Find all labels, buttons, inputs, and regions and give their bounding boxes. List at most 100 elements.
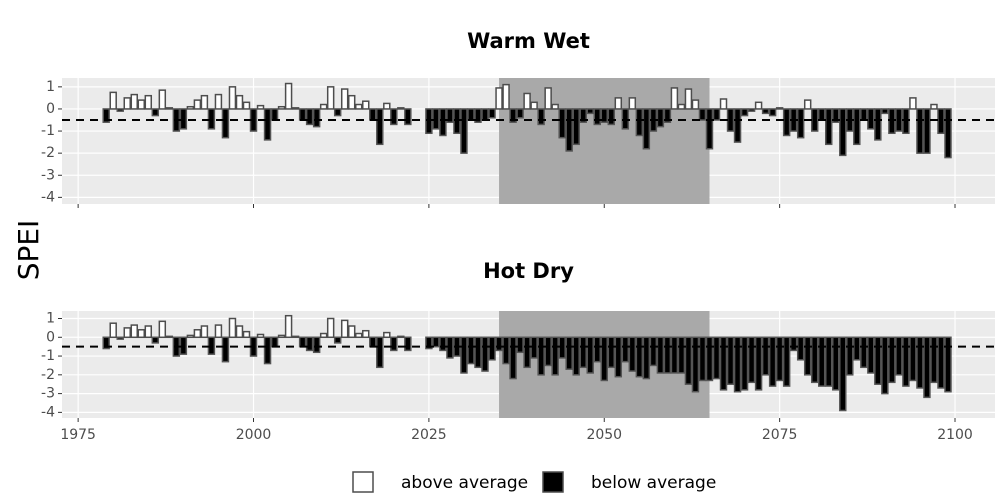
bar	[214, 93, 223, 110]
bar	[937, 336, 945, 389]
x-tick-label: 2100	[937, 427, 973, 443]
bar	[425, 336, 433, 350]
bar	[530, 336, 538, 359]
bar	[600, 108, 608, 123]
bar	[817, 108, 826, 121]
panel-title: Hot Dry	[483, 259, 574, 283]
bar	[158, 320, 167, 339]
bar	[530, 101, 538, 110]
bar	[572, 336, 580, 376]
y-tick-label: -1	[41, 123, 55, 139]
bar	[916, 108, 924, 154]
bar	[355, 103, 363, 110]
bar	[719, 336, 728, 391]
bar	[810, 108, 819, 132]
bar	[165, 107, 174, 110]
y-tick-label: 1	[46, 311, 55, 327]
bar	[376, 336, 384, 369]
bar	[670, 87, 679, 110]
bar	[895, 108, 903, 132]
bar	[656, 108, 665, 128]
bar	[916, 336, 924, 389]
bar	[867, 336, 875, 374]
bar	[551, 336, 559, 376]
legend-label: below average	[591, 473, 716, 493]
bar	[376, 108, 384, 146]
bar	[635, 108, 644, 137]
x-tick-label: 2050	[586, 427, 622, 443]
bar	[263, 336, 272, 365]
bar	[782, 336, 791, 387]
bar	[853, 336, 861, 361]
bar	[523, 336, 531, 369]
bar	[467, 336, 475, 365]
bar	[319, 332, 328, 339]
bar	[579, 336, 587, 369]
bar	[102, 108, 110, 123]
bar	[116, 108, 124, 112]
bar	[600, 336, 608, 382]
bar	[179, 108, 188, 130]
y-tick-label: -4	[41, 189, 55, 205]
bar	[895, 336, 903, 376]
bar	[881, 108, 889, 115]
bar	[726, 108, 735, 132]
bar	[488, 108, 496, 119]
y-tick-label: -3	[41, 167, 55, 183]
bar	[460, 336, 468, 374]
bar	[867, 108, 875, 130]
bar	[460, 108, 468, 154]
bar	[544, 87, 552, 110]
bar	[761, 336, 770, 376]
bar	[832, 336, 840, 391]
y-tick-label: 0	[46, 101, 55, 117]
bar	[467, 108, 475, 121]
bar	[151, 336, 160, 344]
bar	[340, 88, 349, 110]
bar	[362, 329, 370, 339]
bar	[123, 327, 131, 339]
bar	[775, 336, 784, 382]
bar	[523, 92, 531, 110]
bar	[607, 108, 616, 126]
bar	[305, 108, 314, 126]
bar	[270, 336, 279, 348]
bar	[256, 104, 265, 110]
bar	[312, 336, 321, 354]
bar	[846, 336, 854, 376]
y-tick-label: -4	[41, 404, 55, 420]
bar	[839, 336, 847, 412]
bar	[853, 108, 861, 146]
bar	[495, 87, 503, 110]
bar	[937, 108, 945, 135]
bar	[579, 108, 587, 123]
bar	[228, 317, 237, 339]
bar	[130, 93, 138, 110]
bar	[221, 336, 230, 363]
bar	[355, 332, 363, 339]
bar	[874, 336, 882, 385]
legend-swatch	[352, 471, 374, 493]
bar	[691, 99, 700, 110]
bar	[516, 336, 524, 354]
bar	[726, 336, 735, 385]
bar	[256, 333, 265, 339]
bar	[593, 108, 601, 126]
bar	[221, 108, 230, 139]
bar	[333, 108, 342, 117]
panel-title: Warm Wet	[467, 29, 590, 53]
bar	[663, 108, 672, 123]
bar	[109, 322, 117, 339]
bar	[291, 107, 300, 110]
bar	[551, 103, 559, 110]
bar	[923, 336, 931, 399]
bar	[481, 336, 489, 372]
bar	[277, 105, 286, 110]
bar	[628, 97, 637, 110]
bar	[207, 108, 216, 130]
bar	[768, 336, 777, 387]
bar	[909, 336, 917, 382]
bar	[537, 336, 545, 376]
bar	[614, 97, 623, 110]
bar	[340, 319, 349, 339]
